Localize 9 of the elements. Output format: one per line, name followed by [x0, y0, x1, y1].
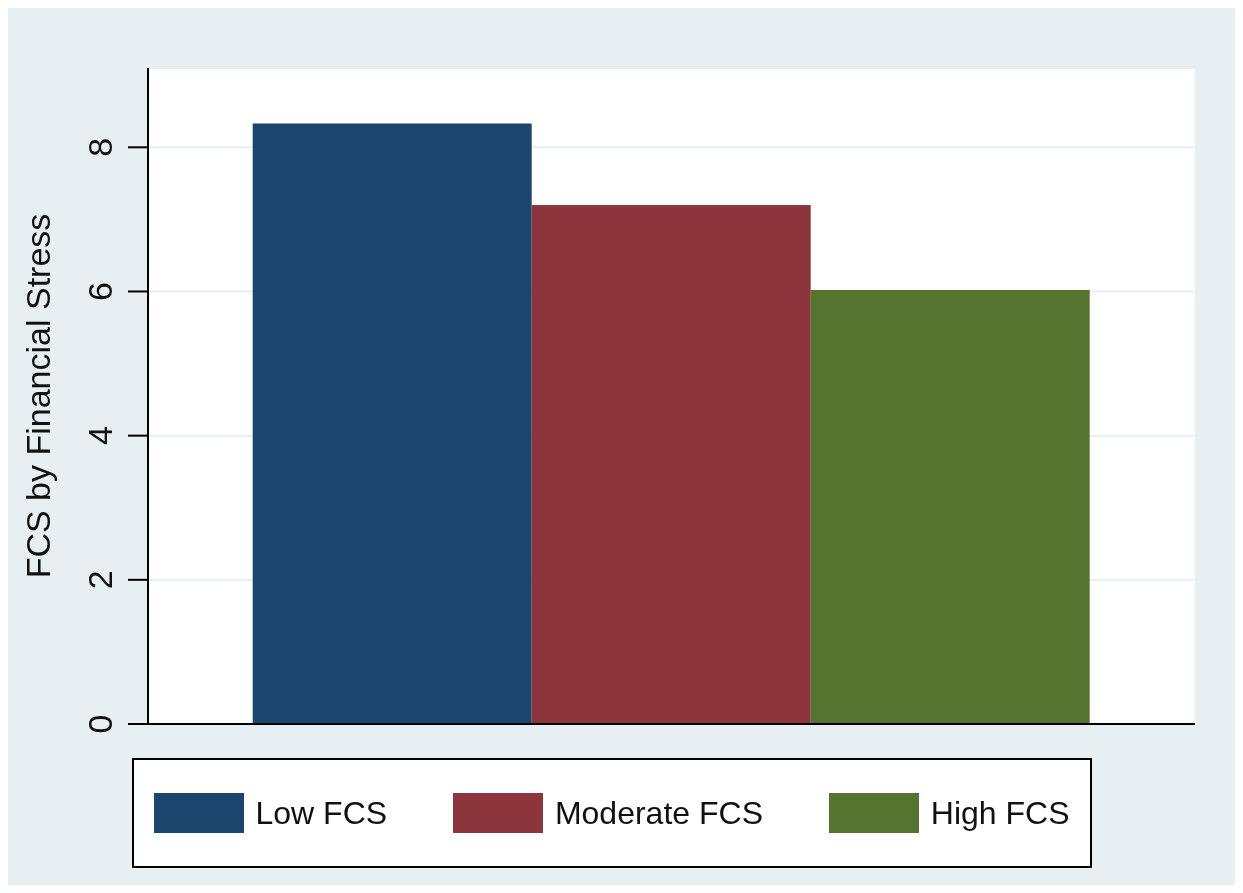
- y-tick-label: 2: [81, 570, 119, 590]
- y-axis-title: FCS by Financial Stress: [19, 213, 58, 579]
- y-tick-label: 4: [81, 426, 119, 446]
- legend-label: High FCS: [930, 794, 1070, 832]
- legend-label: Moderate FCS: [554, 794, 763, 832]
- y-tick-label: 0: [81, 714, 119, 734]
- legend-label: Low FCS: [255, 794, 388, 832]
- y-tick-label: 8: [81, 137, 119, 157]
- y-tick-label: 6: [81, 282, 119, 301]
